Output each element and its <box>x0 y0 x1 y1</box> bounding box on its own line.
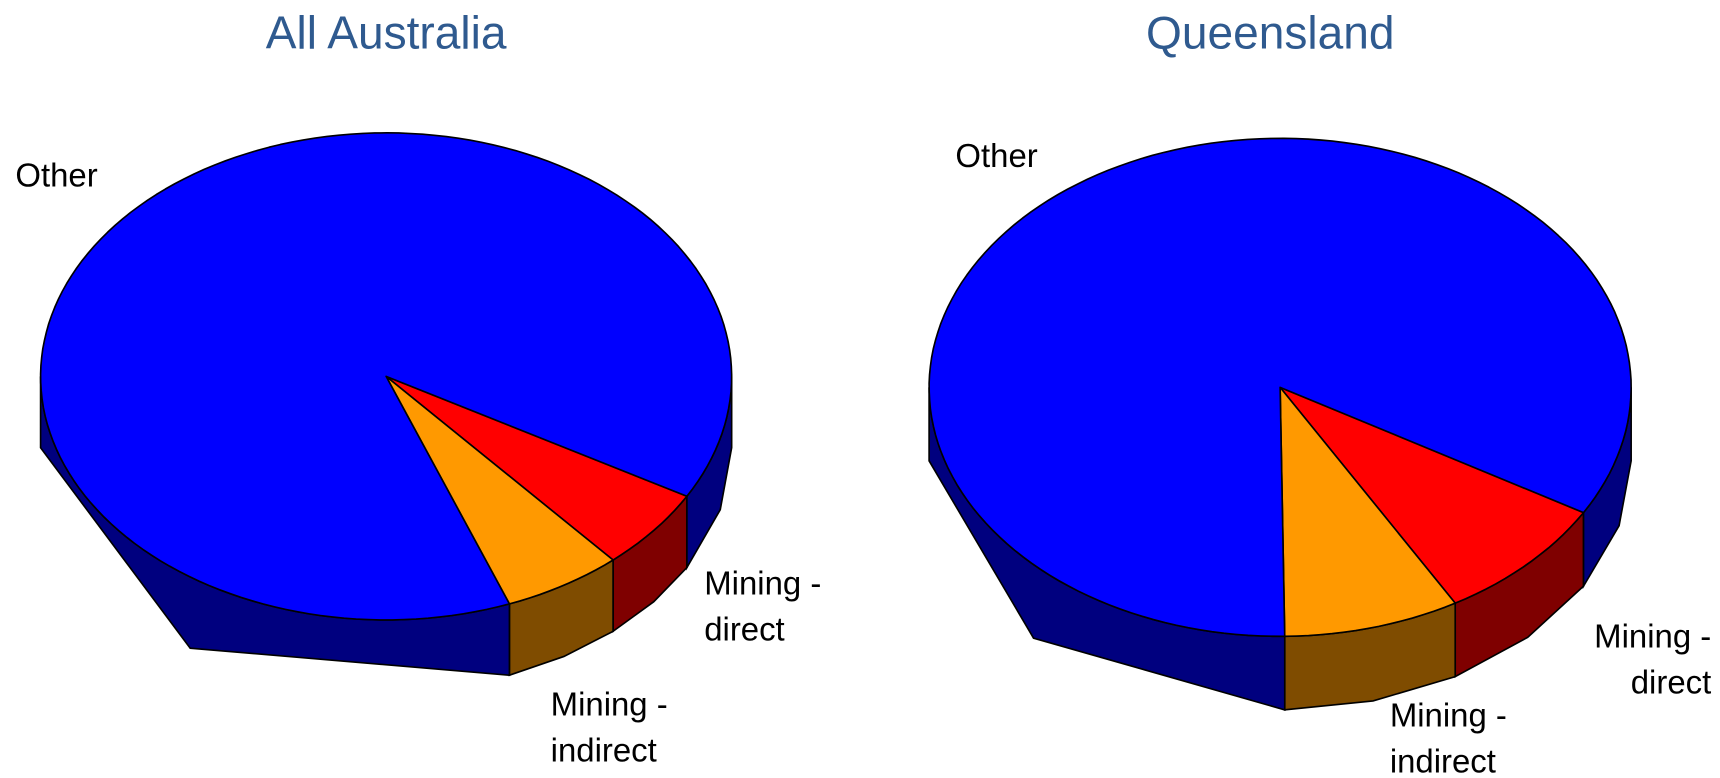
slice <box>1279 386 1585 604</box>
label-box: Mining - direct <box>1594 618 1712 702</box>
slice <box>385 375 614 605</box>
slice <box>385 375 688 561</box>
chart-title: Queensland <box>1146 6 1394 58</box>
slice-label: Mining - indirect <box>1389 697 1507 778</box>
slice <box>928 137 1632 638</box>
label-box: Other <box>15 158 98 195</box>
slice-label: Other <box>955 138 1038 175</box>
label-box: Mining - direct <box>704 566 822 649</box>
slice <box>39 132 733 621</box>
label-box: Other <box>955 138 1038 175</box>
slice-label: Mining - direct <box>1594 618 1712 702</box>
label-box: Mining - indirect <box>1389 697 1507 778</box>
slice-label: Mining - indirect <box>550 686 668 770</box>
slice-label: Mining - direct <box>704 566 822 649</box>
label-box: Mining - indirect <box>550 686 668 770</box>
slice <box>1279 386 1457 638</box>
slice-label: Other <box>15 158 98 195</box>
chart-title: All Australia <box>266 6 507 58</box>
